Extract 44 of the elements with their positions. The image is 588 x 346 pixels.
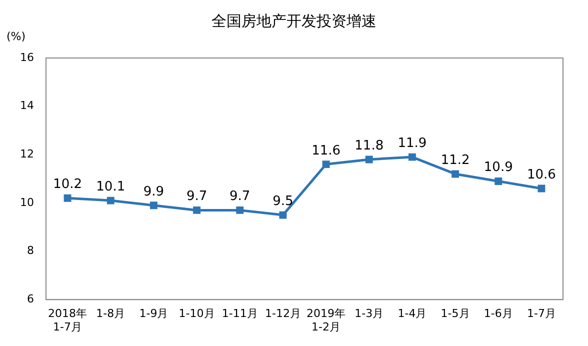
point [236,206,244,214]
y-tick-label: 12 [20,148,34,160]
x-tick-label: 1-7月 [526,307,556,320]
data-label: 10.9 [484,160,513,176]
y-axis-title: (%) [6,30,26,43]
y-tick-label: 6 [26,292,34,306]
x-tick-label: 1-12月 [264,307,301,320]
data-label: 10.6 [526,167,556,182]
y-tick-label: 10 [20,196,34,209]
data-label: 11.6 [312,143,341,158]
point [322,160,330,168]
point [365,156,373,164]
point [150,202,158,210]
y-tick-label: 14 [20,99,34,112]
point [106,196,114,204]
x-tick-label: 1-3月 [354,307,384,320]
data-label: 11.9 [398,136,427,152]
point [538,184,546,192]
data-label: 9.7 [186,189,208,204]
data-label: 10.1 [96,180,126,195]
point [64,194,72,202]
data-label: 9.9 [143,184,164,200]
x-tick-label: 1-11月 [222,307,258,320]
data-label: 11.2 [440,152,470,168]
x-tick-label: 1-8月 [96,307,126,320]
point [452,170,460,178]
x-tick-label: 1-4月 [398,307,427,320]
point [408,153,416,161]
y-tick-label: 16 [20,50,34,64]
data-label: 11.8 [354,138,384,154]
point [279,211,287,219]
x-tick-label: 1-6月 [484,307,513,320]
data-label: 10.2 [53,177,82,192]
x-tick-label: 1-9月 [139,307,168,320]
chart-title: 全国房地产开发投资增速 [210,12,378,31]
y-tick-label: 8 [26,244,34,258]
data-label: 9.7 [230,189,250,204]
x-tick-label: 1-5月 [440,307,470,320]
point [193,206,201,214]
x-tick-label: 2018年 1-7月 [48,307,88,334]
x-tick-label: 2019年 1-2月 [306,307,346,334]
data-label: 9.5 [272,194,294,210]
x-tick-label: 1-10月 [178,307,215,320]
point [494,177,502,185]
